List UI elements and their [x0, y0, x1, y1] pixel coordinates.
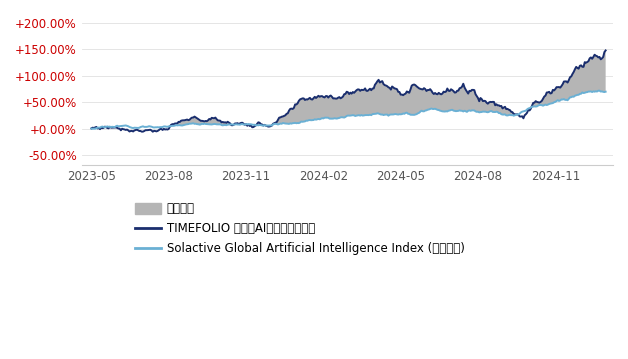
Legend: 초과성과, TIMEFOLIO 글로벋AI인공지능액티브, Solactive Global Artificial Intelligence Index (원화: 초과성과, TIMEFOLIO 글로벋AI인공지능액티브, Solactive … [130, 197, 469, 260]
